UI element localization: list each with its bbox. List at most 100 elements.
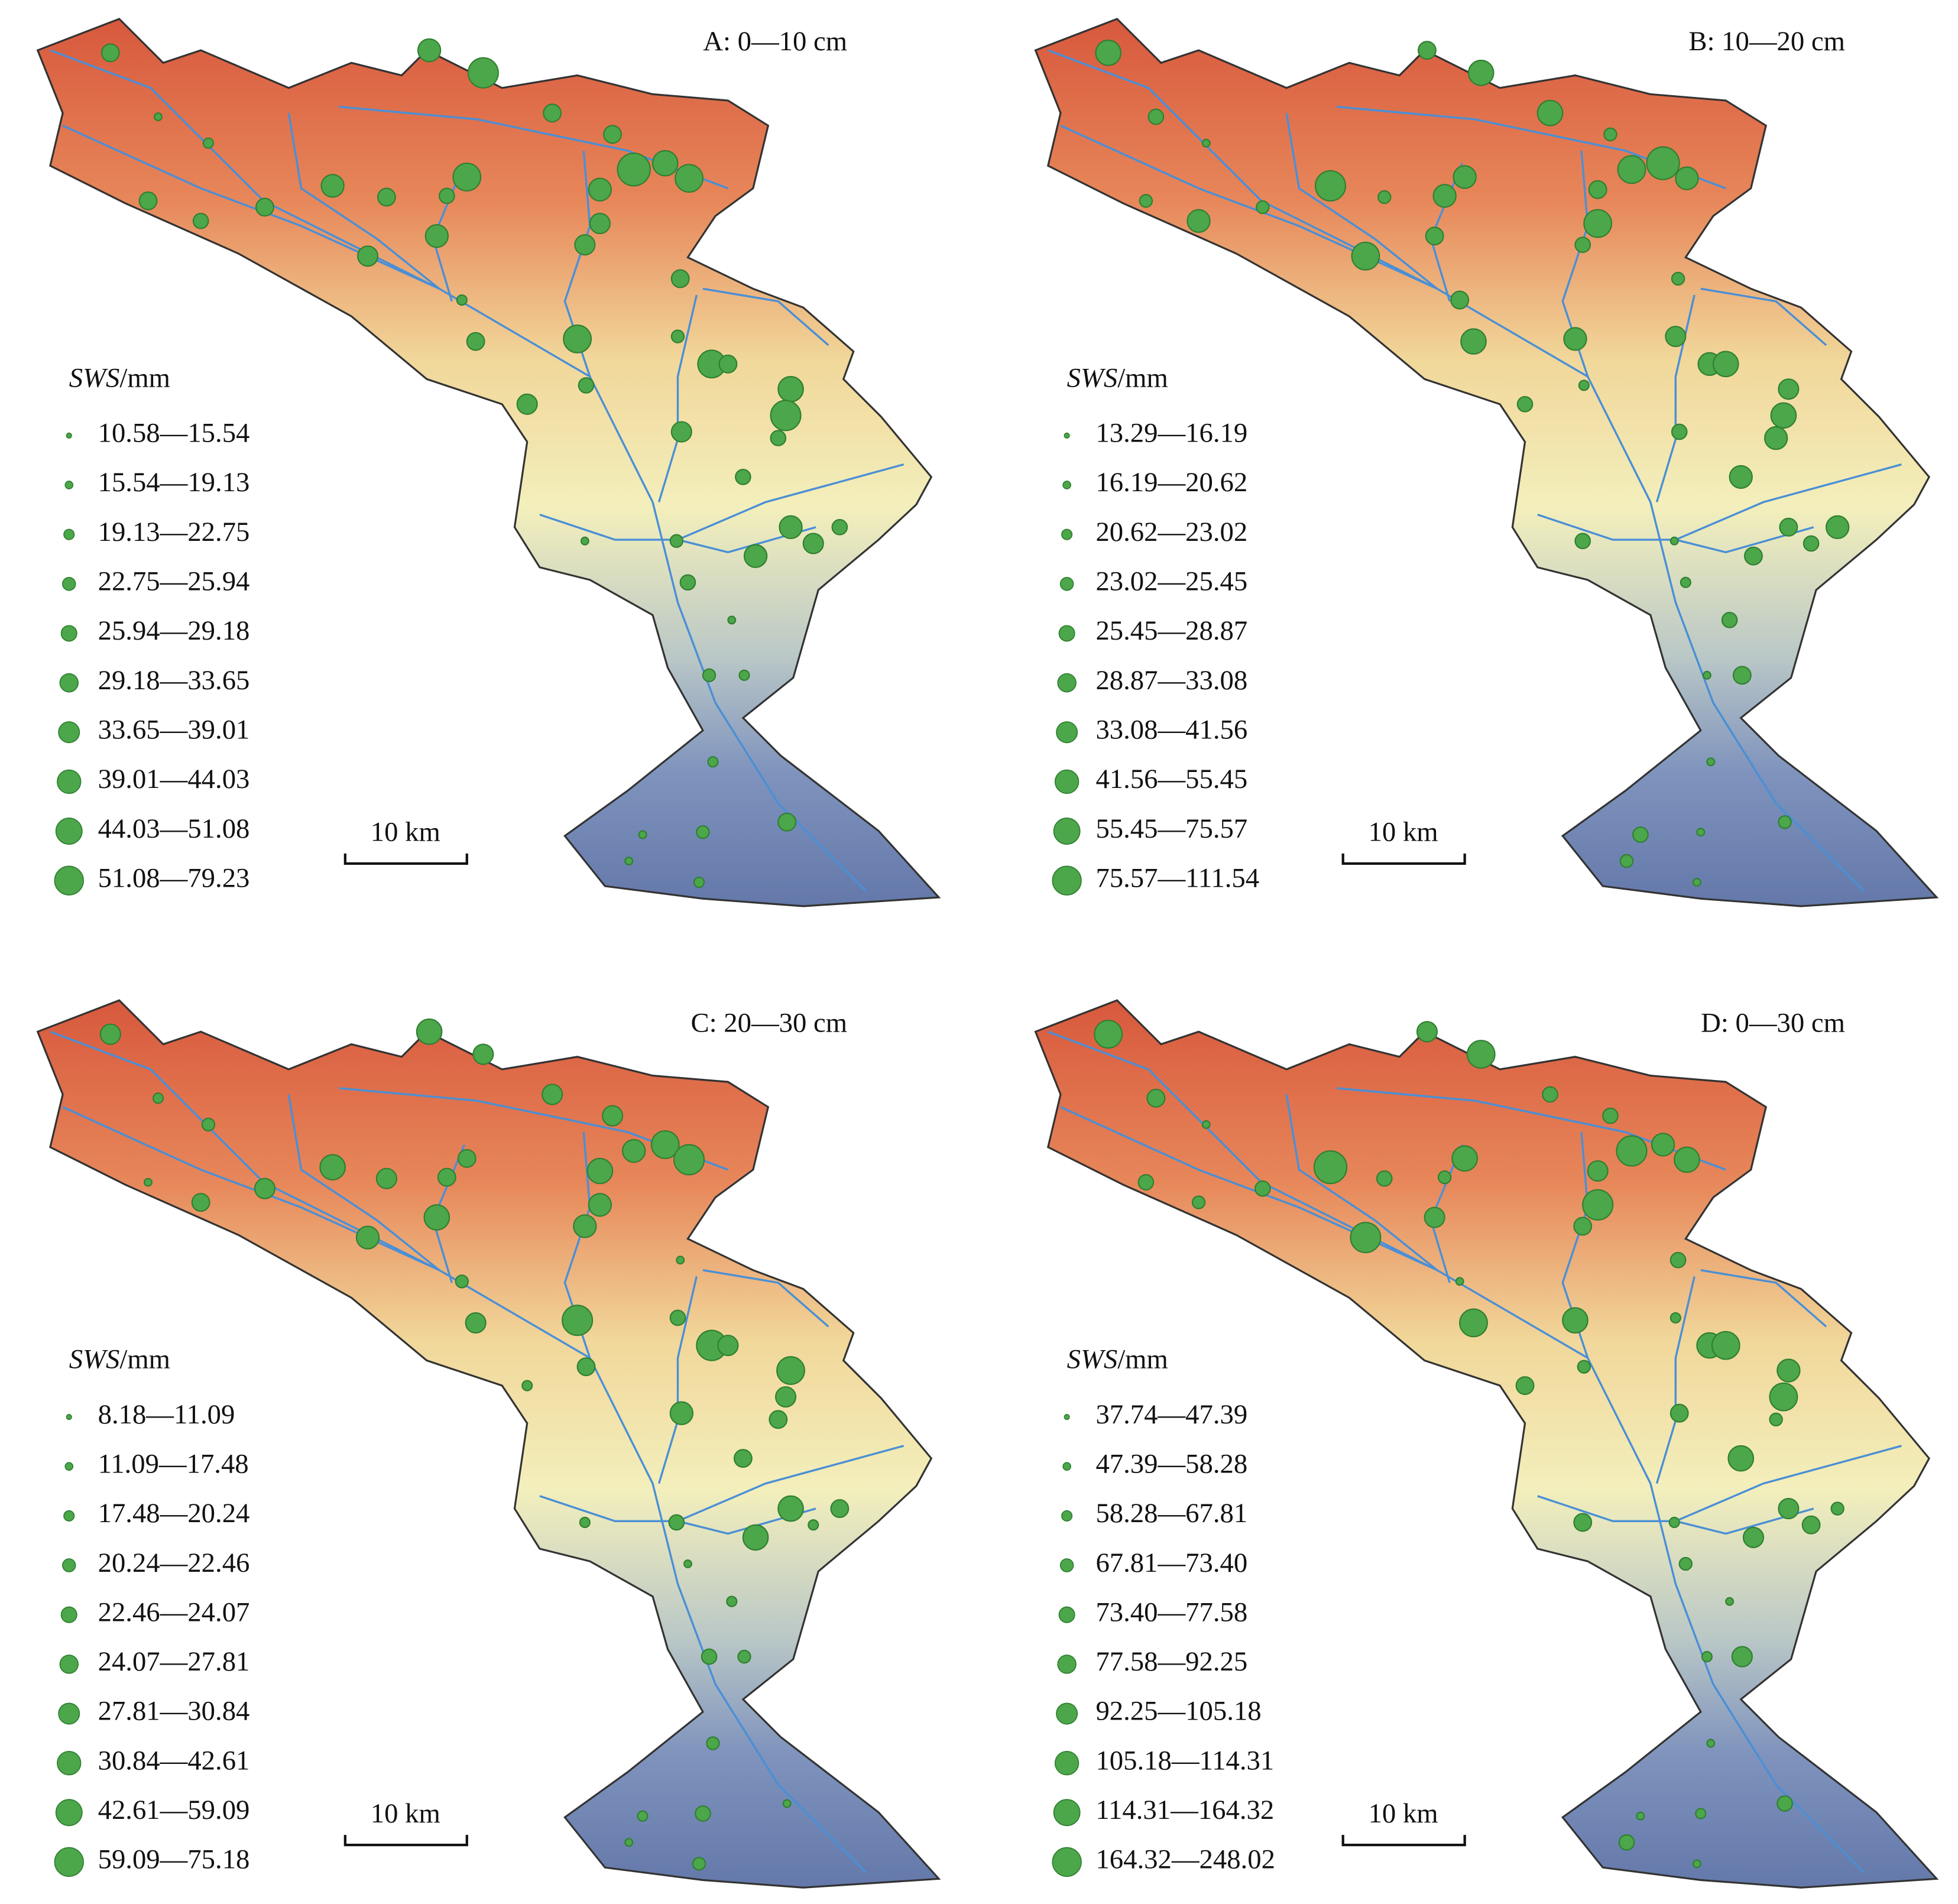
legend-symbol	[61, 1558, 76, 1572]
sample-site	[717, 1335, 739, 1357]
sample-site	[1636, 1811, 1645, 1821]
legend-label: 39.01—44.03	[98, 764, 250, 794]
basin	[36, 18, 941, 907]
legend-label: 15.54—19.13	[98, 467, 250, 498]
legend-symbol	[61, 577, 76, 591]
sample-site	[1536, 99, 1564, 126]
sample-site	[1453, 165, 1477, 189]
legend-title-unit: /mm	[1117, 362, 1168, 393]
legend-label: 16.19—20.62	[1095, 467, 1247, 498]
legend-symbol	[57, 769, 82, 794]
sample-site	[1314, 170, 1346, 202]
legend-label: 33.08—41.56	[1095, 714, 1247, 745]
sample-site	[1674, 1146, 1700, 1173]
sample-site	[1632, 826, 1649, 843]
sample-site	[638, 830, 647, 839]
sample-site	[543, 103, 562, 123]
sample-site	[733, 1449, 753, 1468]
legend-symbol	[1058, 1606, 1075, 1623]
legend-symbol	[54, 865, 84, 896]
sample-site	[439, 187, 455, 205]
legend-label: 73.40—77.58	[1095, 1597, 1247, 1627]
legend-symbol	[1057, 673, 1077, 693]
sample-site	[1201, 138, 1211, 148]
sample-site	[1377, 190, 1392, 205]
legend-label: 42.61—59.09	[98, 1795, 250, 1825]
sample-site	[776, 1356, 805, 1385]
sample-site	[1731, 1646, 1753, 1668]
scale-bar	[1341, 853, 1466, 865]
legend-symbol	[1059, 577, 1074, 591]
legend-label: 75.57—111.54	[1095, 862, 1259, 893]
sample-site	[192, 213, 209, 229]
sample-site	[1139, 194, 1153, 208]
sample-site	[1801, 1515, 1821, 1535]
sample-site	[1695, 1808, 1707, 1819]
legend-title: SWS/mm	[1067, 1344, 1168, 1374]
sample-site	[416, 1019, 443, 1045]
sample-site	[706, 1736, 720, 1750]
legend-symbol	[1056, 1702, 1078, 1725]
sample-site	[602, 1105, 624, 1127]
legend-title-unit: /mm	[119, 362, 170, 393]
sample-site	[542, 1084, 563, 1105]
legend-label: 58.28—67.81	[1095, 1498, 1247, 1529]
sample-site	[1432, 184, 1457, 208]
sample-site	[1350, 1221, 1382, 1254]
sample-site	[1706, 757, 1716, 767]
legend-symbol	[1061, 528, 1073, 540]
legend-title-italic: SWS	[69, 1344, 120, 1374]
river	[1655, 1276, 1696, 1484]
sample-site	[1376, 1170, 1393, 1187]
legend-symbol	[55, 1799, 83, 1827]
legend-label: 77.58—92.25	[1095, 1646, 1247, 1677]
sample-site	[1725, 1597, 1735, 1606]
sample-site	[669, 1401, 693, 1425]
sample-site	[1588, 180, 1607, 199]
river	[287, 1094, 440, 1272]
sample-site	[191, 1193, 210, 1212]
basin	[36, 999, 941, 1889]
sample-site	[624, 857, 634, 866]
sample-site	[675, 164, 704, 193]
sample-site	[743, 544, 768, 568]
sample-site	[742, 1524, 769, 1551]
sample-site	[702, 668, 717, 683]
sample-site	[355, 1225, 380, 1250]
legend-symbol	[1053, 818, 1081, 845]
sample-site	[1437, 1170, 1452, 1185]
sample-site	[1778, 815, 1792, 829]
sample-site	[1764, 426, 1788, 450]
sample-site	[1769, 1382, 1798, 1412]
sample-site	[1696, 828, 1706, 837]
sample-site	[1770, 402, 1797, 429]
sample-site	[1416, 1021, 1438, 1043]
sample-site	[650, 1130, 680, 1159]
sample-site	[1665, 326, 1687, 348]
basin	[1034, 999, 1939, 1889]
legend-label: 24.07—27.81	[98, 1646, 250, 1677]
sample-site	[1706, 1738, 1716, 1748]
legend-symbol	[66, 432, 72, 439]
sample-site	[1451, 1145, 1478, 1172]
sample-site	[101, 43, 120, 63]
river	[1700, 1269, 1827, 1328]
scale-bar-label: 10 km	[371, 817, 440, 848]
sample-site	[670, 421, 692, 443]
sample-site	[201, 1117, 216, 1132]
sample-site	[770, 430, 787, 446]
sample-site	[770, 400, 802, 432]
sample-site	[202, 137, 214, 149]
sample-site	[637, 1810, 649, 1822]
sample-site	[669, 534, 684, 548]
sample-site	[707, 756, 719, 768]
legend-label: 19.13—22.75	[98, 517, 250, 547]
sample-site	[576, 1357, 596, 1377]
sample-site	[1450, 290, 1470, 310]
legend-symbol	[57, 1750, 82, 1776]
sample-site	[1742, 1526, 1764, 1548]
sample-site	[1702, 670, 1711, 680]
legend-label: 92.25—105.18	[1095, 1696, 1261, 1727]
sample-site	[516, 393, 538, 415]
sample-site	[1670, 536, 1679, 546]
